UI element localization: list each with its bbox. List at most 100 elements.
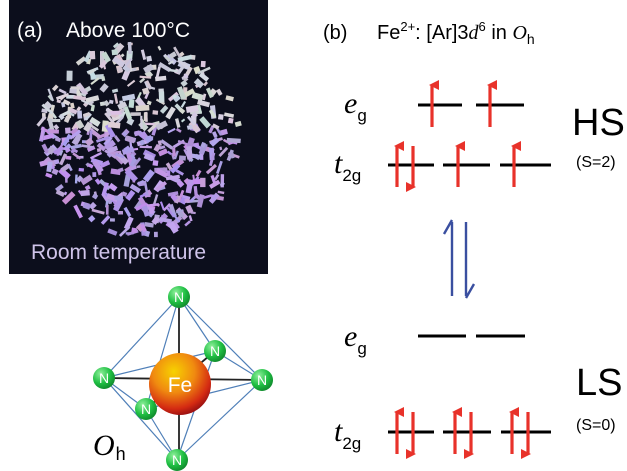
crystal-shard: [185, 179, 194, 194]
hs-t2g-label: t2g: [334, 147, 361, 185]
above-100c-caption: Above 100°C: [66, 19, 190, 42]
hs-label: HS: [572, 102, 625, 144]
crystal-shard: [52, 145, 64, 155]
crystal-shard: [72, 152, 82, 160]
crystal-shard: [108, 99, 114, 104]
crystal-shard: [144, 122, 157, 126]
crystal-shard: [36, 115, 47, 127]
crystal-shard: [63, 191, 68, 196]
crystal-shard: [117, 66, 124, 73]
crystal-shard: [144, 134, 154, 144]
crystal-shard: [135, 104, 150, 112]
crystal-shard: [56, 99, 62, 104]
crystal-shard: [99, 160, 111, 168]
crystal-shard: [131, 67, 137, 72]
crystal-shard: [144, 221, 154, 228]
crystal-shard: [146, 55, 153, 62]
crystal-shard: [136, 165, 141, 169]
crystal-shard: [227, 117, 234, 124]
crystal-shard: [205, 163, 217, 175]
crystal-shard: [184, 220, 191, 227]
nitrogen-label: N: [210, 343, 220, 359]
crystal-shard: [216, 88, 223, 96]
crystal-shard: [209, 136, 220, 147]
crystal-shard: [103, 99, 110, 107]
crystal-shard: [184, 198, 191, 204]
crystal-shard: [130, 153, 136, 160]
crystal-shard: [73, 204, 83, 219]
crystal-shard: [61, 191, 76, 205]
nitrogen-label: N: [174, 289, 184, 305]
crystal-shard: [85, 95, 100, 104]
crystal-shard: [54, 136, 62, 143]
crystal-shard: [101, 51, 111, 63]
crystal-shard: [111, 49, 118, 56]
crystal-shard: [195, 169, 202, 178]
crystal-shard: [49, 129, 59, 134]
crystal-shard: [197, 104, 203, 114]
ls-t2g-label: t2g: [334, 415, 361, 453]
crystal-shard: [78, 167, 85, 172]
crystal-shard: [147, 121, 160, 133]
crystal-shard: [167, 191, 179, 197]
crystal-shard: [47, 146, 55, 155]
crystal-shard: [64, 127, 71, 134]
crystal-shard: [186, 146, 193, 160]
crystal-shard: [146, 202, 160, 208]
crystal-shard: [124, 135, 136, 144]
crystal-shard: [175, 209, 184, 214]
crystal-shard: [149, 207, 155, 214]
crystal-shard: [69, 112, 75, 117]
crystal-shard: [168, 51, 177, 59]
crystal-shard: [173, 46, 182, 59]
crystal-shard: [210, 194, 217, 201]
crystal-shard: [65, 155, 72, 160]
crystal-shard: [63, 115, 71, 123]
crystal-shard: [84, 137, 94, 147]
equilibrium-arrows: [442, 219, 476, 299]
crystal-shard: [80, 189, 90, 197]
octahedral-molecule: Fe N N N N N N Oh: [93, 286, 273, 471]
crystal-shard: [89, 116, 101, 127]
crystal-shard: [190, 211, 196, 215]
crystal-shard: [82, 202, 92, 210]
crystal-shard: [186, 124, 193, 130]
crystal-shard: [105, 204, 109, 215]
crystal-shard: [191, 153, 202, 160]
crystal-shard: [143, 182, 149, 196]
crystal-shard: [152, 160, 159, 167]
crystal-shard: [129, 157, 138, 168]
crystal-shard: [219, 146, 223, 151]
crystal-shard: [214, 173, 220, 181]
crystal-shard: [41, 143, 50, 154]
crystal-shard: [208, 109, 217, 119]
crystal-shard: [113, 135, 121, 143]
crystal-shard: [110, 168, 121, 176]
crystal-shard: [200, 60, 206, 68]
crystal-shard: [101, 192, 109, 202]
crystal-shard: [186, 115, 196, 126]
crystal-shard: [115, 152, 125, 159]
ls-spin-label: (S=0): [576, 417, 616, 434]
oh-symbol: Oh: [93, 429, 126, 464]
crystal-shard: [54, 158, 60, 165]
crystal-shard: [62, 133, 72, 147]
crystal-shard: [123, 206, 132, 217]
crystal-shard: [73, 95, 87, 101]
crystal-shard: [203, 81, 209, 87]
crystal-shard: [111, 88, 119, 94]
crystal-shard: [193, 78, 205, 89]
crystal-shard: [59, 93, 67, 101]
crystal-shard: [176, 59, 191, 70]
crystal-shard: [89, 71, 97, 80]
crystal-shard: [177, 211, 185, 219]
crystal-shard: [125, 189, 136, 201]
crystal-shard: [159, 217, 173, 224]
room-temperature-caption: Room temperature: [31, 241, 206, 264]
nitrogen-atom: N: [93, 367, 115, 389]
crystal-shard: [139, 77, 146, 84]
crystal-shard: [205, 87, 214, 99]
crystal-shard: [218, 146, 229, 158]
crystal-shard: [104, 123, 116, 138]
crystal-shard: [175, 127, 182, 133]
